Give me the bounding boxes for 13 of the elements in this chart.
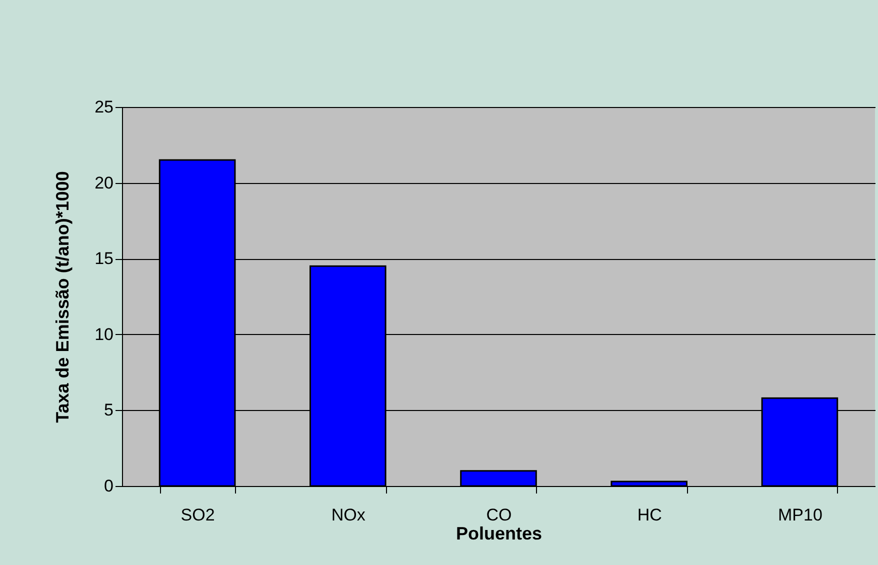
x-tick-label: SO2 (180, 506, 215, 524)
y-tick-label: 5 (104, 400, 114, 420)
x-axis-title: Poluentes (456, 524, 542, 544)
x-tick-label: CO (486, 506, 512, 524)
y-tick-label: 0 (104, 476, 114, 496)
x-tick-label: NOx (331, 506, 366, 524)
x-tick-label: MP10 (778, 506, 822, 524)
y-tick-label: 15 (94, 249, 114, 268)
y-tick-label: 20 (94, 173, 114, 192)
x-tick-label: HC (637, 506, 662, 524)
y-tick-label: 10 (94, 324, 114, 344)
y-axis-title: Taxa de Emissão (t/ano)*1000 (52, 171, 73, 423)
y-tick-label: 25 (94, 98, 114, 116)
